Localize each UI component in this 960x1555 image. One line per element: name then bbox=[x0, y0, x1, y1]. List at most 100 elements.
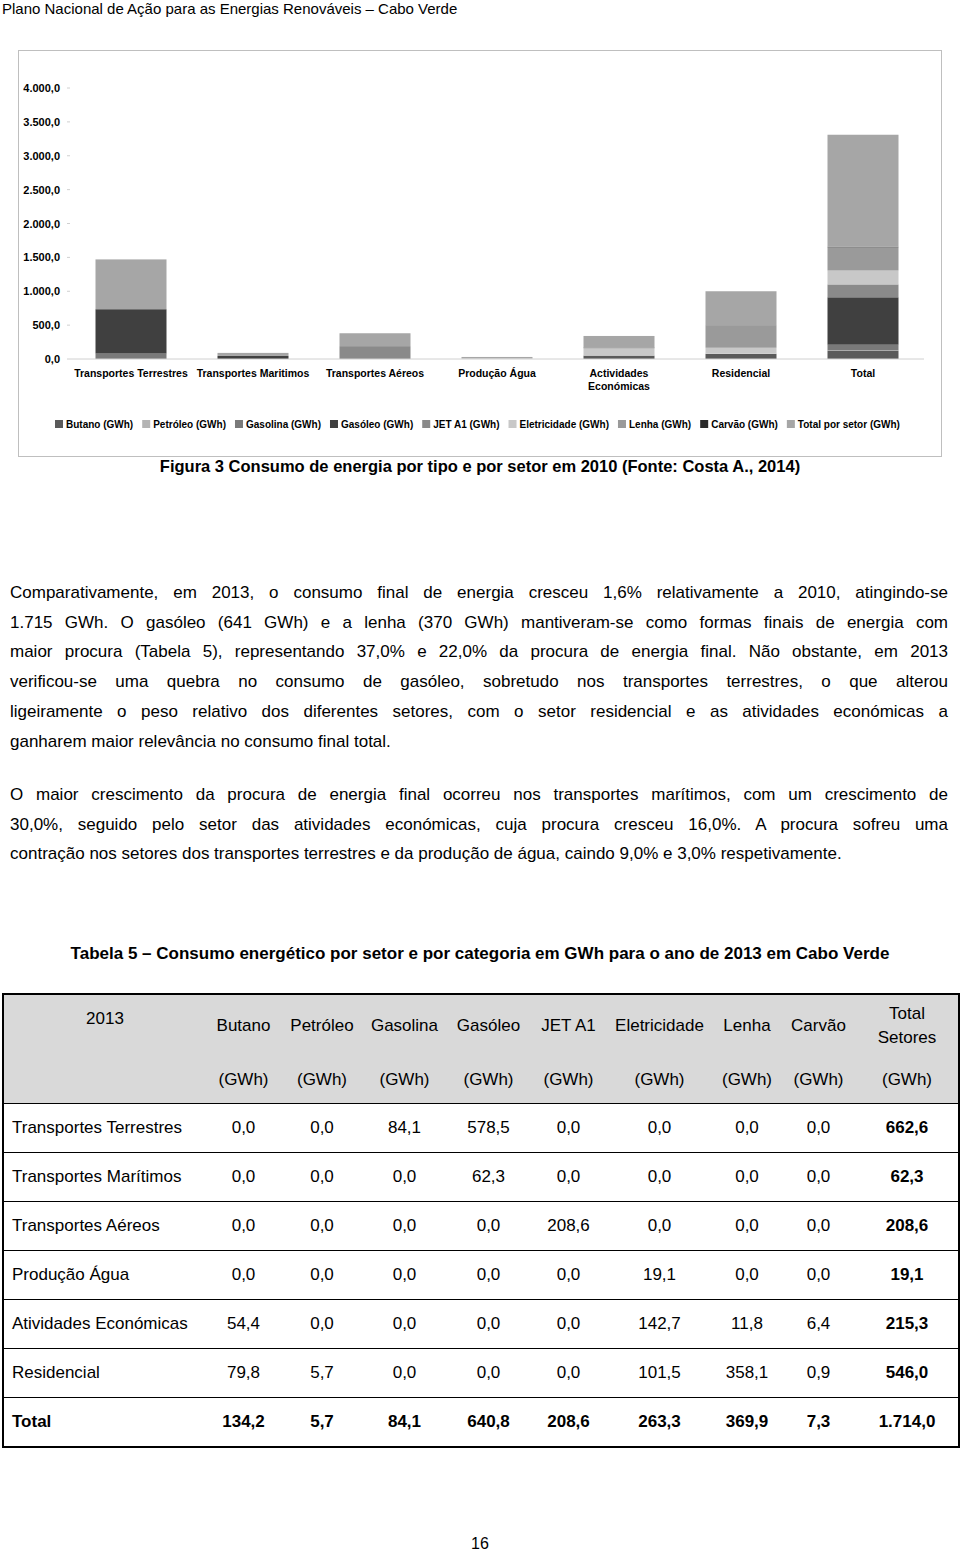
header-name: Eletricidade bbox=[606, 994, 713, 1056]
header-row: 2013ButanoPetróleoGasolinaGasóleoJET A1E… bbox=[3, 994, 959, 1056]
bar-segment bbox=[584, 336, 655, 348]
table-cell: 0,0 bbox=[281, 1202, 363, 1251]
bar-segment bbox=[96, 354, 167, 359]
table-cell: 0,0 bbox=[606, 1153, 713, 1202]
header-name: Gasolina bbox=[363, 994, 446, 1056]
x-tick-label-line: Produção Água bbox=[458, 367, 536, 379]
y-tick-label: 1.500,0 bbox=[23, 251, 60, 263]
x-tick-label-line: Transportes Aéreos bbox=[326, 367, 424, 379]
x-tick-label: Total bbox=[851, 367, 875, 379]
table-cell: 0,0 bbox=[531, 1153, 606, 1202]
legend-label: Eletricidade (GWh) bbox=[520, 419, 609, 430]
table-cell: 0,0 bbox=[531, 1104, 606, 1153]
legend-label: Carvão (GWh) bbox=[711, 419, 778, 430]
paragraph-line: verificou-se uma quebra no consumo de ga… bbox=[10, 672, 948, 692]
y-tick-label: 2.500,0 bbox=[23, 184, 60, 196]
x-tick-label: Transportes Aéreos bbox=[326, 367, 424, 379]
legend-swatch bbox=[235, 420, 243, 428]
paragraph-line: 1.715 GWh. O gasóleo (641 GWh) e a lenha… bbox=[10, 613, 948, 633]
table-cell: 142,7 bbox=[606, 1300, 713, 1349]
y-tick bbox=[67, 88, 70, 89]
table-cell: 0,0 bbox=[781, 1104, 856, 1153]
table-cell: 0,0 bbox=[281, 1251, 363, 1300]
row-label: Residencial bbox=[3, 1349, 206, 1398]
paragraph-line: O maior crescimento da procura de energi… bbox=[10, 785, 948, 805]
table-cell: 263,3 bbox=[606, 1398, 713, 1448]
table-cell: 640,8 bbox=[446, 1398, 531, 1448]
bars bbox=[96, 135, 899, 359]
table-cell: 0,0 bbox=[281, 1153, 363, 1202]
legend-label: Gasolina (GWh) bbox=[246, 419, 321, 430]
table-cell: 662,6 bbox=[856, 1104, 959, 1153]
table-cell: 369,9 bbox=[713, 1398, 781, 1448]
table-cell: 0,0 bbox=[446, 1300, 531, 1349]
bar-segment bbox=[828, 271, 899, 285]
table: 2013ButanoPetróleoGasolinaGasóleoJET A1E… bbox=[2, 993, 960, 1448]
paragraph-line: contração nos setores dos transportes te… bbox=[10, 844, 948, 864]
chart: 0,0500,01.000,01.500,02.000,02.500,03.00… bbox=[18, 50, 942, 457]
paragraph-line: Comparativamente, em 2013, o consumo fin… bbox=[10, 583, 948, 603]
table-cell: 0,0 bbox=[713, 1153, 781, 1202]
bar-segment bbox=[96, 259, 167, 309]
paragraph-line: ganharem maior relevância no consumo fin… bbox=[10, 732, 948, 752]
bar-segment bbox=[584, 347, 655, 349]
table-cell: 84,1 bbox=[363, 1398, 446, 1448]
bar-segment bbox=[706, 291, 777, 325]
y-tick bbox=[67, 325, 70, 326]
table-cell: 19,1 bbox=[856, 1251, 959, 1300]
header-unit: (GWh) bbox=[363, 1056, 446, 1104]
y-tick bbox=[67, 155, 70, 156]
page-header: Plano Nacional de Ação para as Energias … bbox=[2, 0, 457, 17]
legend-swatch bbox=[618, 420, 626, 428]
table-row: Transportes Marítimos0,00,00,062,30,00,0… bbox=[3, 1153, 959, 1202]
header-name: Butano bbox=[206, 994, 281, 1056]
legend-swatch bbox=[700, 420, 708, 428]
bar-segment bbox=[706, 325, 777, 348]
table-cell: 546,0 bbox=[856, 1349, 959, 1398]
row-label: Transportes Aéreos bbox=[3, 1202, 206, 1251]
legend-label: Lenha (GWh) bbox=[629, 419, 691, 430]
table-cell: 208,6 bbox=[531, 1398, 606, 1448]
row-label: Produção Água bbox=[3, 1251, 206, 1300]
header-unit-row: (GWh)(GWh)(GWh)(GWh)(GWh)(GWh)(GWh)(GWh)… bbox=[3, 1056, 959, 1104]
header-unit: (GWh) bbox=[206, 1056, 281, 1104]
row-label: Atividades Económicas bbox=[3, 1300, 206, 1349]
x-tick-label: Transportes Terrestres bbox=[74, 367, 188, 379]
table-cell: 0,0 bbox=[781, 1153, 856, 1202]
table-cell: 62,3 bbox=[446, 1153, 531, 1202]
y-tick-label: 0,0 bbox=[45, 353, 60, 365]
y-tick bbox=[67, 359, 70, 360]
legend-label: Total por setor (GWh) bbox=[798, 419, 900, 430]
x-tick-label-line: Residencial bbox=[712, 367, 770, 379]
chart-frame bbox=[19, 51, 942, 457]
paragraph-line: maior procura (Tabela 5), representando … bbox=[10, 642, 948, 662]
bar-segment bbox=[828, 297, 899, 344]
legend-label: Butano (GWh) bbox=[66, 419, 133, 430]
x-tick-label-line: Actividades bbox=[590, 367, 649, 379]
y-tick-label: 3.000,0 bbox=[23, 150, 60, 162]
paragraph-line: ligeiramente o peso relativo dos diferen… bbox=[10, 702, 948, 722]
table-row: Residencial79,85,70,00,00,0101,5358,10,9… bbox=[3, 1349, 959, 1398]
table-title: Tabela 5 – Consumo energético por setor … bbox=[0, 944, 960, 964]
bar-segment bbox=[462, 357, 533, 358]
row-label: Transportes Terrestres bbox=[3, 1104, 206, 1153]
header-unit: (GWh) bbox=[281, 1056, 363, 1104]
table-cell: 0,0 bbox=[363, 1153, 446, 1202]
bar-segment bbox=[828, 247, 899, 270]
y-tick bbox=[67, 257, 70, 258]
y-tick bbox=[67, 223, 70, 224]
bar-segment bbox=[828, 351, 899, 359]
header-name: Lenha bbox=[713, 994, 781, 1056]
table-cell: 0,0 bbox=[363, 1349, 446, 1398]
table-cell: 0,0 bbox=[206, 1153, 281, 1202]
table-cell: 0,0 bbox=[531, 1251, 606, 1300]
legend-swatch bbox=[142, 420, 150, 428]
page-number: 16 bbox=[0, 1535, 960, 1553]
bar-segment bbox=[828, 345, 899, 350]
header-name: Petróleo bbox=[281, 994, 363, 1056]
x-axis bbox=[70, 359, 924, 360]
table-cell: 0,0 bbox=[363, 1251, 446, 1300]
bar-segment bbox=[706, 354, 777, 359]
table-cell: 578,5 bbox=[446, 1104, 531, 1153]
table-cell: 62,3 bbox=[856, 1153, 959, 1202]
